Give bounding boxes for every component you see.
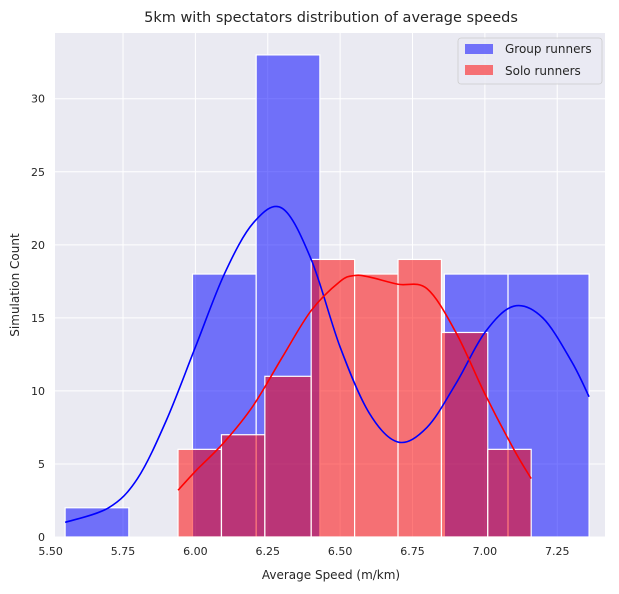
x-tick-label-0: 5.50	[38, 545, 63, 558]
legend-box	[457, 37, 603, 85]
legend: Group runners Solo runners	[457, 37, 603, 85]
solo-runners-bar-4	[354, 273, 399, 538]
legend-swatch-solo-runners	[465, 65, 493, 75]
y-tick-label-2: 10	[31, 385, 45, 398]
x-tick-label-7: 7.25	[545, 545, 570, 558]
solo-runners-bars	[177, 258, 532, 538]
y-tick-label-3: 15	[31, 312, 45, 325]
group-runners-bar-7	[507, 273, 590, 538]
x-axis-label: Average Speed (m/km)	[262, 568, 400, 582]
kde-curves	[64, 205, 590, 524]
y-tick-label-0: 0	[38, 531, 45, 544]
y-tick-label-4: 20	[31, 239, 45, 252]
x-tick-label-3: 6.25	[256, 545, 281, 558]
chart-title: 5km with spectators distribution of aver…	[144, 10, 518, 26]
solo-runners-bar-1	[220, 434, 266, 538]
solo-runners-bar-5	[397, 258, 443, 538]
solo-runners-bar-7	[487, 448, 532, 538]
y-tick-label-1: 5	[38, 458, 45, 471]
solo-runners-bar-0	[177, 448, 223, 538]
y-tick-label-5: 25	[31, 166, 45, 179]
group-runners-kde-line	[64, 205, 590, 524]
x-tick-label-5: 6.75	[400, 545, 425, 558]
x-tick-label-6: 7.00	[473, 545, 498, 558]
x-tick-label-2: 6.00	[183, 545, 208, 558]
y-tick-labels: 0 5 10 15 20 25 30	[31, 93, 45, 544]
x-tick-labels: 5.50 5.75 6.00 6.25 6.50 6.75 7.00 7.25	[38, 545, 569, 558]
legend-label-solo-runners: Solo runners	[505, 64, 581, 78]
solo-runners-kde-line	[177, 274, 532, 491]
solo-runners-bar-2	[264, 375, 312, 538]
legend-swatch-group-runners	[465, 44, 493, 54]
legend-label-group-runners: Group runners	[505, 42, 592, 56]
y-axis-label: Simulation Count	[8, 233, 22, 337]
x-tick-label-4: 6.50	[328, 545, 353, 558]
x-tick-label-1: 5.75	[111, 545, 136, 558]
y-tick-label-6: 30	[31, 93, 45, 106]
solo-runners-bar-6	[440, 331, 489, 538]
solo-runners-bar-3	[310, 258, 356, 538]
